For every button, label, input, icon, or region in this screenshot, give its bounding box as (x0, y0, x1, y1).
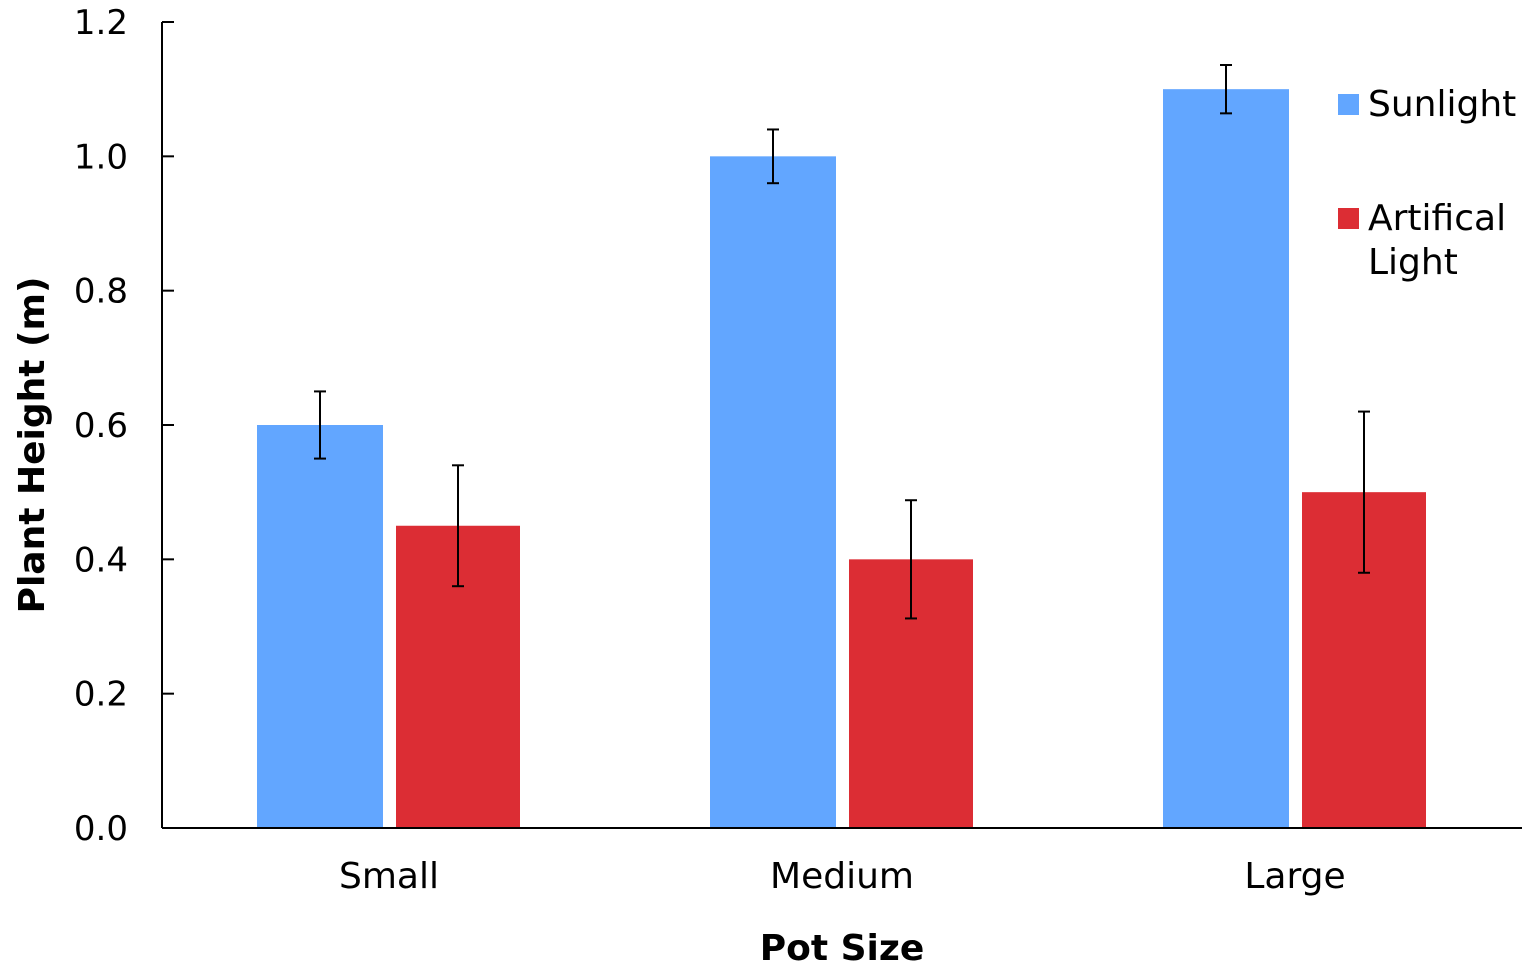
error-bar (767, 128, 779, 185)
bars-layer (257, 89, 1426, 829)
legend-item: Sunlight (1338, 84, 1516, 125)
x-category-label: Medium (770, 856, 914, 897)
legend-swatch (1338, 208, 1359, 229)
x-category-label: Small (339, 856, 439, 897)
y-tick-label: 0.0 (74, 809, 128, 849)
bar-sunlight-large (1163, 89, 1289, 828)
y-tick-label: 1.0 (74, 137, 128, 177)
error-bar (905, 499, 917, 620)
legend-swatch (1338, 94, 1359, 115)
x-axis-title: Pot Size (760, 928, 925, 966)
y-tick-label: 0.2 (74, 675, 128, 715)
y-tick-label: 0.8 (74, 272, 128, 312)
legend-label: Sunlight (1368, 84, 1516, 125)
x-category-label: Large (1244, 856, 1345, 897)
y-tick-label: 0.6 (74, 406, 128, 446)
y-tick-label: 0.4 (74, 540, 128, 580)
y-tick-label: 1.2 (74, 3, 128, 43)
bar-sunlight-medium (710, 156, 836, 829)
error-bar (1220, 63, 1232, 115)
error-bar (1358, 410, 1370, 574)
error-bar (314, 390, 326, 460)
error-bars-layer (314, 63, 1370, 620)
error-bar (452, 464, 464, 588)
bar-sunlight-small (257, 425, 383, 828)
legend-label: Artifical (1368, 198, 1506, 239)
y-ticks-layer: 0.0 0.2 0.4 0.6 0.8 1.0 1.2 (74, 3, 174, 849)
legend-label: Light (1368, 242, 1458, 283)
x-categories-layer: Small Medium Large (339, 856, 1346, 897)
y-axis-title: Plant Height (m) (12, 277, 53, 614)
